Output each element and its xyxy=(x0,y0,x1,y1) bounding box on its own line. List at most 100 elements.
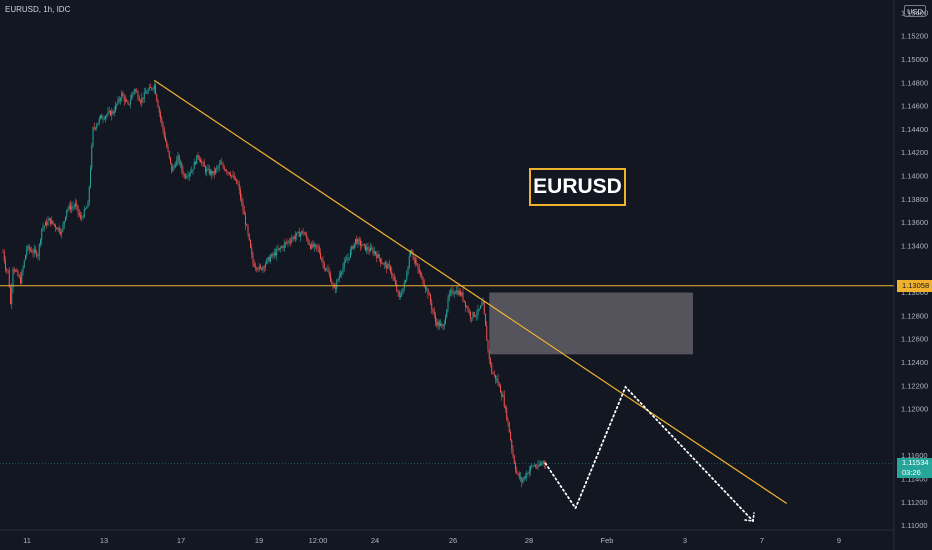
currency-button[interactable]: USD xyxy=(904,5,926,17)
candle-body xyxy=(255,266,256,268)
candle-body xyxy=(95,127,96,129)
candle-body xyxy=(271,253,273,258)
candle-body xyxy=(71,206,73,210)
candle-body xyxy=(100,115,101,119)
candle-body xyxy=(33,249,35,253)
candle-body xyxy=(425,286,426,290)
candle-body xyxy=(290,241,291,243)
candle-body xyxy=(90,168,91,187)
candle-body xyxy=(321,258,323,261)
candle-body xyxy=(478,308,480,310)
candle-body xyxy=(353,242,355,249)
candle-body xyxy=(362,244,364,246)
candle-body xyxy=(17,271,19,276)
candle-body xyxy=(68,205,70,209)
price-tick-label: 1.12600 xyxy=(901,335,928,344)
candle-body xyxy=(272,253,274,256)
candle-body xyxy=(72,206,74,208)
price-tick-label: 1.12800 xyxy=(901,311,928,320)
candle-body xyxy=(60,231,61,234)
candle-body xyxy=(253,263,255,267)
candle-body xyxy=(305,234,306,236)
candle-body xyxy=(511,440,513,449)
candle-body xyxy=(42,227,44,229)
candle-body xyxy=(165,136,166,142)
candle-body xyxy=(387,264,389,269)
candle-body xyxy=(148,87,150,91)
candle-body xyxy=(231,175,233,177)
price-tick-label: 1.14800 xyxy=(901,78,928,87)
candle-body xyxy=(28,246,30,250)
candle-body xyxy=(230,174,231,177)
drawings-layer xyxy=(0,79,894,522)
price-tick-label: 1.14600 xyxy=(901,102,928,111)
candle-body xyxy=(322,260,324,264)
candle-body xyxy=(301,231,303,234)
candle-body xyxy=(407,267,409,275)
candle-body xyxy=(193,161,195,170)
candle-body xyxy=(512,448,514,457)
candle-body xyxy=(278,247,280,250)
candle-body xyxy=(375,251,376,255)
candle-body xyxy=(326,269,328,271)
current-price-tag: 1.11534 03:26 xyxy=(897,458,932,479)
candle-body xyxy=(136,90,138,93)
candle-body xyxy=(222,163,224,167)
candle-body xyxy=(323,263,325,269)
candle-body xyxy=(532,465,534,467)
candle-body xyxy=(120,99,121,101)
candle-body xyxy=(413,257,415,260)
candle-body xyxy=(530,466,531,471)
candle-body xyxy=(181,163,183,170)
candle-body xyxy=(525,476,526,478)
candle-body xyxy=(157,100,159,108)
candle-body xyxy=(415,259,416,263)
candle-body xyxy=(98,118,100,123)
candle-body xyxy=(228,172,230,175)
candle-body xyxy=(276,249,278,256)
candle-body xyxy=(377,254,379,258)
candle-body xyxy=(381,262,383,264)
candle-body xyxy=(388,264,390,267)
candle-body xyxy=(208,168,210,174)
candle-body xyxy=(46,222,48,226)
candle-body xyxy=(386,263,388,269)
candle-body xyxy=(241,198,243,203)
candle-body xyxy=(431,302,433,309)
countdown-text: 03:26 xyxy=(902,467,921,477)
candle-body xyxy=(185,175,186,178)
candle-body xyxy=(236,179,238,184)
candle-body xyxy=(87,202,89,208)
candle-body xyxy=(405,280,406,283)
candle-body xyxy=(515,463,516,470)
time-axis[interactable]: 11 13 17 19 12:00 24 26 28 Feb 3 7 9 xyxy=(23,536,841,545)
candle-body xyxy=(292,236,294,240)
time-tick-label: 26 xyxy=(449,536,457,545)
candle-body xyxy=(398,291,400,297)
candle-body xyxy=(152,88,154,90)
candle-body xyxy=(62,224,64,231)
candle-body xyxy=(258,265,260,270)
candle-body xyxy=(313,244,315,247)
candle-body xyxy=(438,321,440,327)
candle-body xyxy=(186,176,188,178)
candle-body xyxy=(468,311,470,313)
price-axis[interactable]: 1.11000 1.11200 1.11400 1.11600 1.12000 1.122… xyxy=(901,8,928,530)
candle-body xyxy=(197,155,199,157)
candle-body xyxy=(55,225,56,228)
candle-body xyxy=(316,245,318,247)
candle-body xyxy=(357,239,359,244)
candle-body xyxy=(183,174,185,176)
candle-body xyxy=(117,99,119,104)
symbol-header[interactable]: EURUSD, 1h, IDC xyxy=(5,5,71,14)
candle-body xyxy=(213,171,215,174)
candle-body xyxy=(327,269,329,272)
candle-body xyxy=(21,272,23,284)
candle-body xyxy=(43,225,45,228)
price-tick-label: 1.11400 xyxy=(901,475,928,484)
candle-body xyxy=(143,92,145,99)
candle-body xyxy=(432,308,434,313)
candle-body xyxy=(422,277,424,284)
candle-body xyxy=(110,111,111,116)
